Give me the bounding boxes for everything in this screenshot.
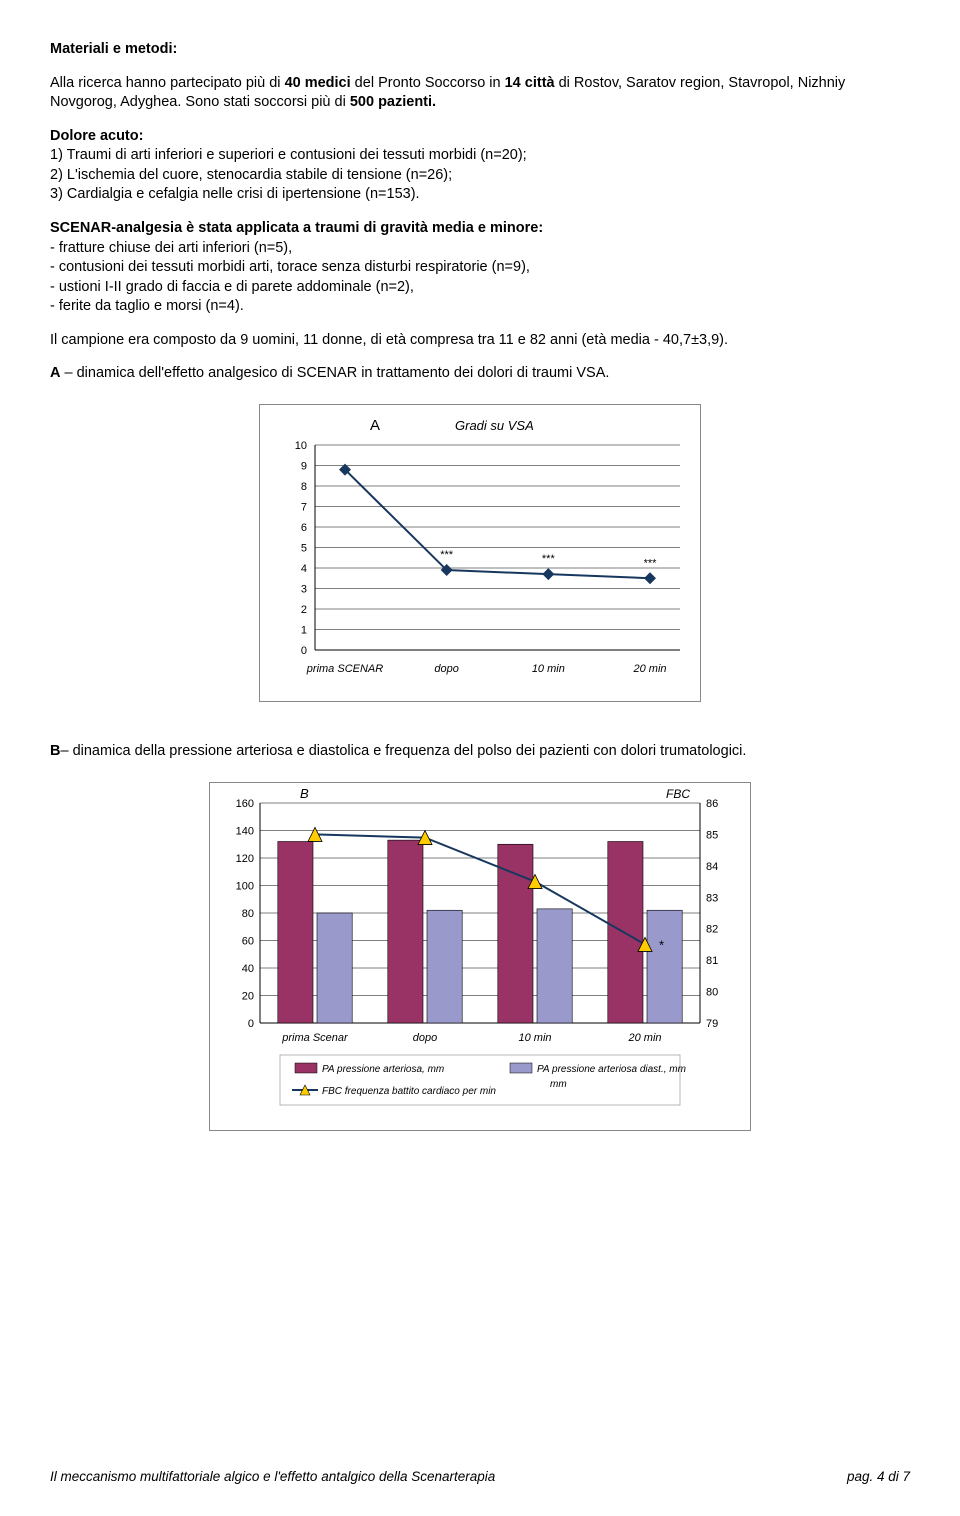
heading-materiali: Materiali e metodi:	[50, 40, 910, 60]
dolore-block: Dolore acuto: 1) Traumi di arti inferior…	[50, 127, 910, 205]
svg-text:80: 80	[242, 908, 254, 920]
svg-text:Gradi su VSA: Gradi su VSA	[455, 418, 534, 433]
svg-text:2: 2	[301, 604, 307, 616]
svg-text:81: 81	[706, 955, 718, 967]
svg-text:10 min: 10 min	[518, 1032, 551, 1044]
svg-text:20 min: 20 min	[632, 663, 666, 675]
svg-text:100: 100	[236, 881, 254, 893]
scenar-line-3: - ferite da taglio e morsi (n=4).	[50, 298, 244, 314]
chart-a-caption: A – dinamica dell'effetto analgesico di …	[50, 364, 910, 384]
svg-text:10: 10	[295, 440, 307, 452]
scenar-line-1: - contusioni dei tessuti morbidi arti, t…	[50, 259, 530, 275]
svg-text:20: 20	[242, 991, 254, 1003]
svg-text:dopo: dopo	[434, 663, 458, 675]
svg-text:FBC: FBC	[666, 787, 690, 801]
campione-paragraph: Il campione era composto da 9 uomini, 11…	[50, 331, 910, 351]
intro-prefix: Alla ricerca hanno partecipato più di	[50, 75, 285, 91]
intro-mid1: del Pronto Soccorso in	[351, 75, 505, 91]
svg-text:6: 6	[301, 522, 307, 534]
chart-b-wrap: B FBC 0 20 40 60 80 100 120 140 160 79 80 81 82 83 84 85 8…	[50, 782, 910, 1131]
svg-text:dopo: dopo	[413, 1032, 437, 1044]
footer-right: pag. 4 di 7	[847, 1468, 910, 1486]
chart-a-svg: A Gradi su VSA 0 1 2 3 4 5 6 7 8 9 10 *** *** *** prima …	[260, 405, 700, 695]
svg-text:prima SCENAR: prima SCENAR	[306, 663, 383, 675]
scenar-block: SCENAR-analgesia è stata applicata a tra…	[50, 219, 910, 317]
svg-text:160: 160	[236, 798, 254, 810]
intro-paragraph: Alla ricerca hanno partecipato più di 40…	[50, 74, 910, 113]
svg-text:79: 79	[706, 1018, 718, 1030]
svg-text:B: B	[300, 786, 309, 801]
scenar-line-2: - ustioni I-II grado di faccia e di pare…	[50, 279, 414, 295]
svg-text:5: 5	[301, 542, 307, 554]
svg-text:0: 0	[248, 1018, 254, 1030]
svg-text:10 min: 10 min	[532, 663, 565, 675]
svg-text:A: A	[370, 417, 380, 434]
chart-b-caption-prefix: B	[50, 743, 60, 759]
svg-text:7: 7	[301, 501, 307, 513]
dolore-line-1: 2) L'ischemia del cuore, stenocardia sta…	[50, 167, 452, 183]
svg-text:86: 86	[706, 798, 718, 810]
svg-text:PA pressione arteriosa, mm: PA pressione arteriosa, mm	[322, 1064, 444, 1075]
chart-b-box: B FBC 0 20 40 60 80 100 120 140 160 79 80 81 82 83 84 85 8…	[209, 782, 751, 1131]
svg-text:4: 4	[301, 563, 307, 575]
intro-bold3: 500 pazienti.	[350, 94, 436, 110]
chart-a-box: A Gradi su VSA 0 1 2 3 4 5 6 7 8 9 10 *** *** *** prima …	[259, 404, 701, 703]
svg-text:3: 3	[301, 583, 307, 595]
page-footer: Il meccanismo multifattoriale algico e l…	[50, 1468, 910, 1486]
svg-text:1: 1	[301, 624, 307, 636]
scenar-line-0: - fratture chiuse dei arti inferiori (n=…	[50, 240, 292, 256]
svg-text:120: 120	[236, 853, 254, 865]
svg-text:9: 9	[301, 460, 307, 472]
svg-text:80: 80	[706, 987, 718, 999]
svg-text:mm: mm	[550, 1079, 567, 1090]
chart-a-wrap: A Gradi su VSA 0 1 2 3 4 5 6 7 8 9 10 *** *** *** prima …	[50, 404, 910, 703]
svg-text:82: 82	[706, 924, 718, 936]
svg-text:FBC frequenza battito cardiaco: FBC frequenza battito cardiaco per min	[322, 1086, 496, 1097]
svg-text:140: 140	[236, 826, 254, 838]
scenar-title: SCENAR-analgesia è stata applicata a tra…	[50, 220, 543, 236]
chart-b-caption: B– dinamica della pressione arteriosa e …	[50, 742, 910, 762]
svg-text:***: ***	[542, 553, 556, 565]
svg-text:83: 83	[706, 892, 718, 904]
svg-text:8: 8	[301, 481, 307, 493]
svg-text:40: 40	[242, 963, 254, 975]
chart-b-svg: B FBC 0 20 40 60 80 100 120 140 160 79 80 81 82 83 84 85 8…	[210, 783, 750, 1123]
dolore-line-2: 3) Cardialgia e cefalgia nelle crisi di …	[50, 186, 420, 202]
chart-a-caption-text: – dinamica dell'effetto analgesico di SC…	[60, 365, 609, 381]
footer-left: Il meccanismo multifattoriale algico e l…	[50, 1468, 495, 1486]
svg-text:85: 85	[706, 829, 718, 841]
chart-a-caption-prefix: A	[50, 365, 60, 381]
dolore-line-0: 1) Traumi di arti inferiori e superiori …	[50, 147, 527, 163]
svg-text:20 min: 20 min	[627, 1032, 661, 1044]
intro-bold2: 14 città	[505, 75, 555, 91]
svg-text:0: 0	[301, 645, 307, 657]
svg-text:***: ***	[644, 557, 658, 569]
svg-text:*: *	[659, 937, 664, 952]
svg-text:PA pressione arteriosa diast.,: PA pressione arteriosa diast., mm	[537, 1064, 686, 1075]
svg-text:prima Scenar: prima Scenar	[281, 1032, 349, 1044]
dolore-title: Dolore acuto:	[50, 128, 143, 144]
intro-bold1: 40 medici	[285, 75, 351, 91]
svg-text:60: 60	[242, 936, 254, 948]
chart-b-caption-text: – dinamica della pressione arteriosa e d…	[60, 743, 746, 759]
svg-text:***: ***	[440, 549, 454, 561]
svg-text:84: 84	[706, 861, 718, 873]
